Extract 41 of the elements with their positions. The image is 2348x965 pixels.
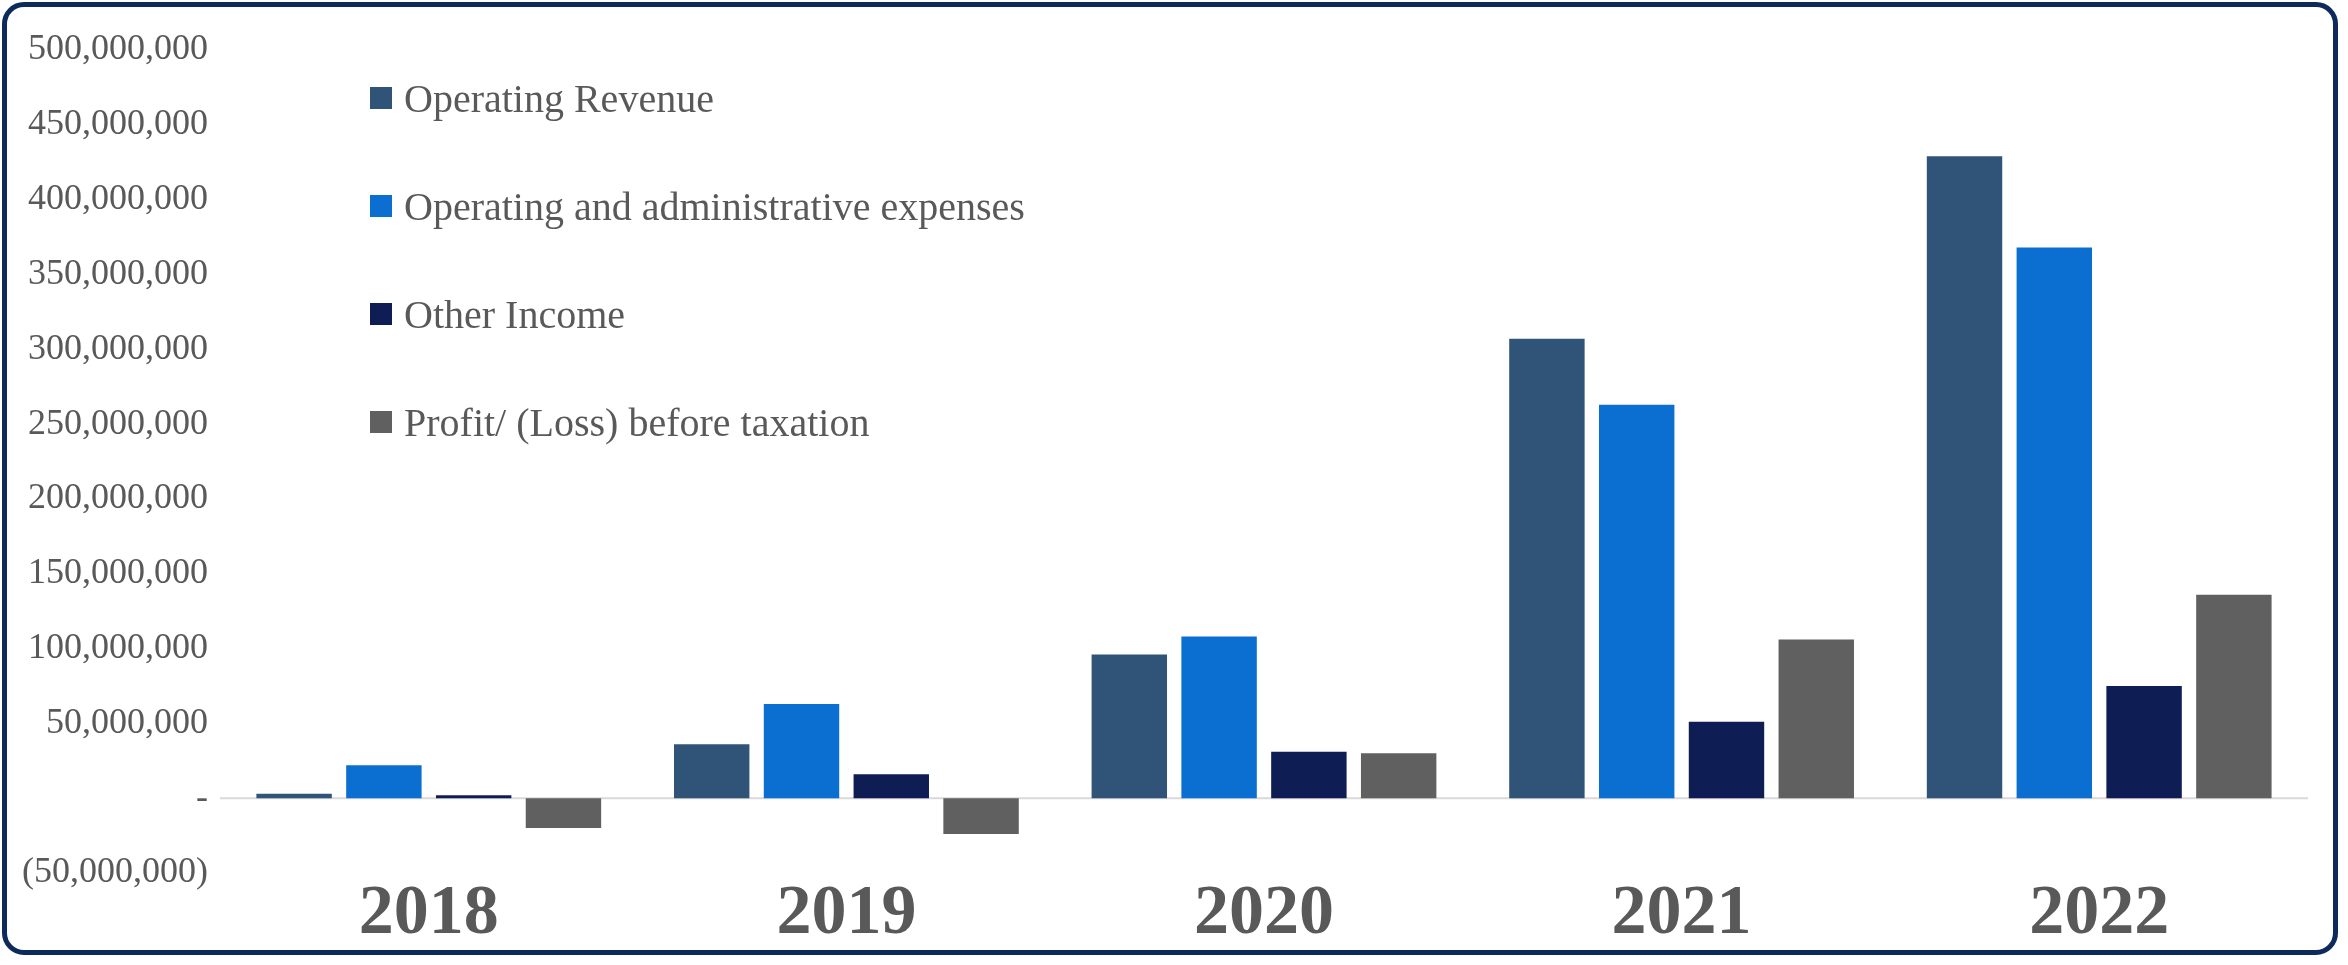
x-tick-label: 2022 — [2029, 871, 2170, 949]
y-tick-label: 250,000,000 — [27, 401, 208, 442]
y-tick-label: 350,000,000 — [27, 251, 208, 292]
bar — [1688, 721, 1765, 799]
bar — [674, 744, 750, 799]
bar — [1091, 654, 1168, 799]
bar — [2106, 685, 2182, 799]
bar — [435, 795, 512, 799]
y-tick-label: 150,000,000 — [27, 551, 208, 592]
bar — [763, 703, 840, 799]
bar — [1509, 338, 1585, 799]
y-tick-label: 450,000,000 — [27, 102, 208, 143]
y-tick-label: (50,000,000) — [21, 850, 208, 891]
y-tick-label: 200,000,000 — [27, 476, 208, 517]
legend-label: Operating and administrative expenses — [404, 182, 1025, 230]
bar — [2016, 247, 2093, 799]
y-tick-label: 300,000,000 — [27, 326, 208, 367]
bar — [1926, 156, 2003, 799]
bar — [943, 798, 1019, 835]
bar — [853, 774, 929, 799]
legend-label: Profit/ (Loss) before taxation — [404, 398, 870, 446]
x-tick-label: 2021 — [1611, 871, 1752, 949]
legend-label: Operating Revenue — [404, 74, 714, 122]
bar — [346, 765, 422, 799]
x-tick-label: 2018 — [358, 871, 499, 949]
bar — [1598, 404, 1675, 799]
bar — [256, 793, 332, 799]
bar — [1360, 753, 1437, 799]
y-tick-label: 50,000,000 — [45, 700, 208, 741]
bar — [525, 798, 602, 829]
bar — [2196, 594, 2272, 799]
x-tick-label: 2019 — [776, 871, 917, 949]
legend-label: Other Income — [404, 290, 626, 338]
y-tick-label: 100,000,000 — [27, 626, 208, 666]
y-tick-label: - — [195, 775, 208, 816]
bar — [1181, 636, 1257, 799]
bar — [1271, 751, 1347, 799]
bar — [1778, 639, 1854, 799]
x-tick-label: 2020 — [1193, 871, 1334, 949]
y-tick-label: 400,000,000 — [27, 177, 208, 218]
y-tick-label: 500,000,000 — [27, 27, 208, 68]
